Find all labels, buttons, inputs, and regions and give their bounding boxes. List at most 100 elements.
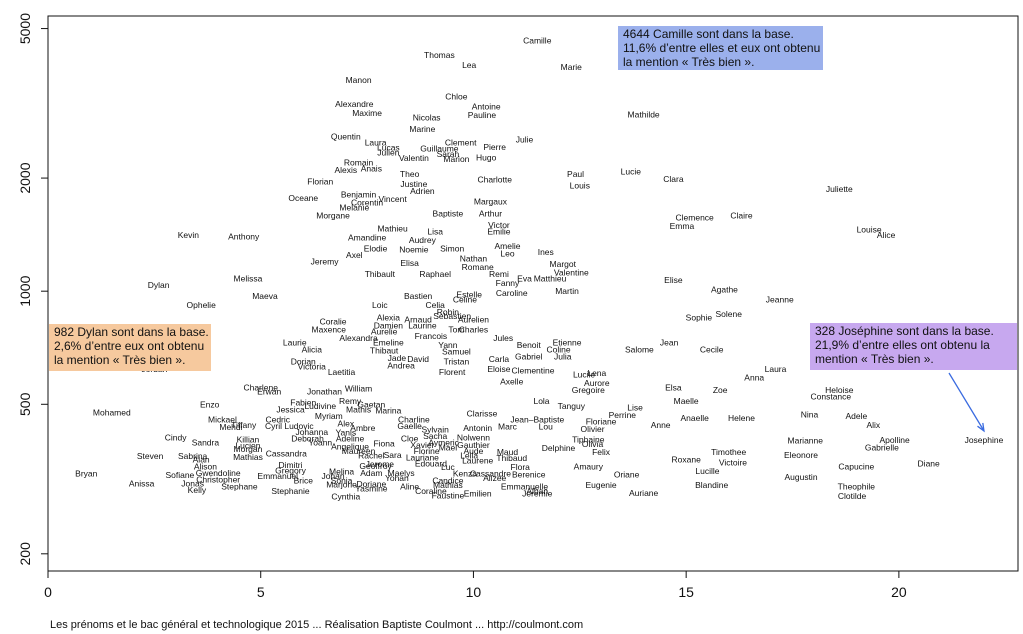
point-label: Jerome <box>366 459 395 469</box>
point-label: Theo <box>400 169 420 179</box>
point-label: Alizee <box>483 473 506 483</box>
point-label: Alexandre <box>335 99 374 109</box>
point-label: Augustin <box>784 472 817 482</box>
point-label: David <box>407 354 429 364</box>
point-label: Gabrielle <box>865 442 899 452</box>
point-label: Nicolas <box>413 112 441 122</box>
point-label: Lise <box>627 403 643 413</box>
point-label: Olivier <box>581 424 605 434</box>
annotation-line: la mention « Très bien ». <box>623 55 754 69</box>
annotation-line: 982 Dylan sont dans la base. <box>54 325 209 339</box>
point-label: Auriane <box>629 488 659 498</box>
point-label: Remi <box>489 269 509 279</box>
point-label: Thibault <box>365 269 396 279</box>
point-label: Cedric <box>265 415 290 425</box>
point-label: Cindy <box>165 432 187 442</box>
point-label: Lola <box>533 396 549 406</box>
point-label: Quentin <box>331 132 361 142</box>
point-label: Lauriane <box>406 452 439 462</box>
point-label: Arthur <box>479 208 502 218</box>
point-label: Berenice <box>512 470 546 480</box>
point-label: Margot <box>550 259 577 269</box>
point-label: Julia <box>554 352 572 362</box>
point-label: Enzo <box>200 399 220 409</box>
point-label: Oceane <box>288 193 318 203</box>
point-label: Amelie <box>494 241 520 251</box>
x-tick-label: 5 <box>257 584 265 600</box>
point-label: Lena <box>587 368 606 378</box>
annotation-box <box>49 324 211 371</box>
point-label: Lea <box>462 60 476 70</box>
point-label: Elodie <box>364 243 388 253</box>
point-label: Lucile <box>573 370 595 380</box>
annotation-line: 4644 Camille sont dans la base. <box>623 27 794 41</box>
point-label: Vincent <box>379 194 408 204</box>
point-label: Roxane <box>672 455 702 465</box>
point-label: Mathias <box>233 452 263 462</box>
point-label: Robin <box>437 307 459 317</box>
point-label: Adele <box>845 411 867 421</box>
point-label: Mathilde <box>628 110 660 120</box>
annotation-line: 2,6% d’entre eux ont obtenu <box>54 339 204 353</box>
point-label: Johanna <box>295 427 328 437</box>
point-label: Lucas <box>377 143 400 153</box>
point-label: Pauline <box>468 110 497 120</box>
point-label: Alan <box>193 455 210 465</box>
point-label: Claire <box>730 211 752 221</box>
point-label: Alison <box>194 461 217 471</box>
point-label: Florent <box>439 367 466 377</box>
point-label: Antonin <box>463 423 492 433</box>
point-label: Maxence <box>312 325 347 335</box>
point-label: Charline <box>398 415 430 425</box>
point-label: Yohan <box>385 473 409 483</box>
point-label: Kevin <box>178 230 200 240</box>
point-label: Manon <box>346 75 372 85</box>
point-label: Eugenie <box>585 480 616 490</box>
point-label: Adam <box>360 468 382 478</box>
x-tick-label: 10 <box>466 584 482 600</box>
point-label: Geoffroy <box>359 461 392 471</box>
point-label: Anthony <box>228 231 260 241</box>
point-label: Sophie <box>686 313 713 323</box>
point-label: Guillaume <box>420 143 459 153</box>
point-label: Marion <box>443 154 469 164</box>
x-tick-label: 15 <box>678 584 694 600</box>
point-label: Deborah <box>291 434 324 444</box>
point-label: Celine <box>453 295 477 305</box>
point-label: Margaux <box>474 197 508 207</box>
point-label: Victoire <box>719 457 747 467</box>
point-label: Jean–Baptiste <box>510 415 564 425</box>
point-label: Myriam <box>315 411 343 421</box>
point-label: Valentin <box>399 153 429 163</box>
point-label: Thibaud <box>496 453 527 463</box>
point-label: Jeremie <box>522 489 553 499</box>
point-label: Aymeric <box>428 437 459 447</box>
point-label: Aurore <box>584 378 610 388</box>
point-label: Lucie <box>621 167 642 177</box>
point-label: Tom <box>448 325 464 335</box>
point-label: Alix <box>866 420 880 430</box>
y-tick-label: 5000 <box>17 13 33 44</box>
annotation-box <box>618 26 823 70</box>
point-label: Sabrina <box>178 451 208 461</box>
point-label: Sarah <box>437 149 460 159</box>
point-label: Alexia <box>377 313 400 323</box>
annotation-line: 11,6% d’entre elles et eux ont obtenu <box>623 41 820 55</box>
point-label: Jonas <box>181 478 204 488</box>
point-label: Constance <box>810 391 851 401</box>
point-label: Lisa <box>427 227 443 237</box>
point-label: Maureen <box>342 446 376 456</box>
point-label: Melissa <box>234 274 263 284</box>
point-label: Elisa <box>400 258 419 268</box>
point-label: Killian <box>237 434 260 444</box>
point-label: Elise <box>664 275 683 285</box>
point-label: Olivia <box>582 439 604 449</box>
point-label: Noemie <box>399 245 429 255</box>
point-label: Mohamed <box>93 408 131 418</box>
point-label: Damien <box>374 321 404 331</box>
point-label: Victoria <box>298 362 326 372</box>
point-label: Emma <box>670 221 695 231</box>
point-label: Flora <box>511 462 531 472</box>
point-label: Jeremy <box>311 256 340 266</box>
point-label: Baptiste <box>433 208 464 218</box>
